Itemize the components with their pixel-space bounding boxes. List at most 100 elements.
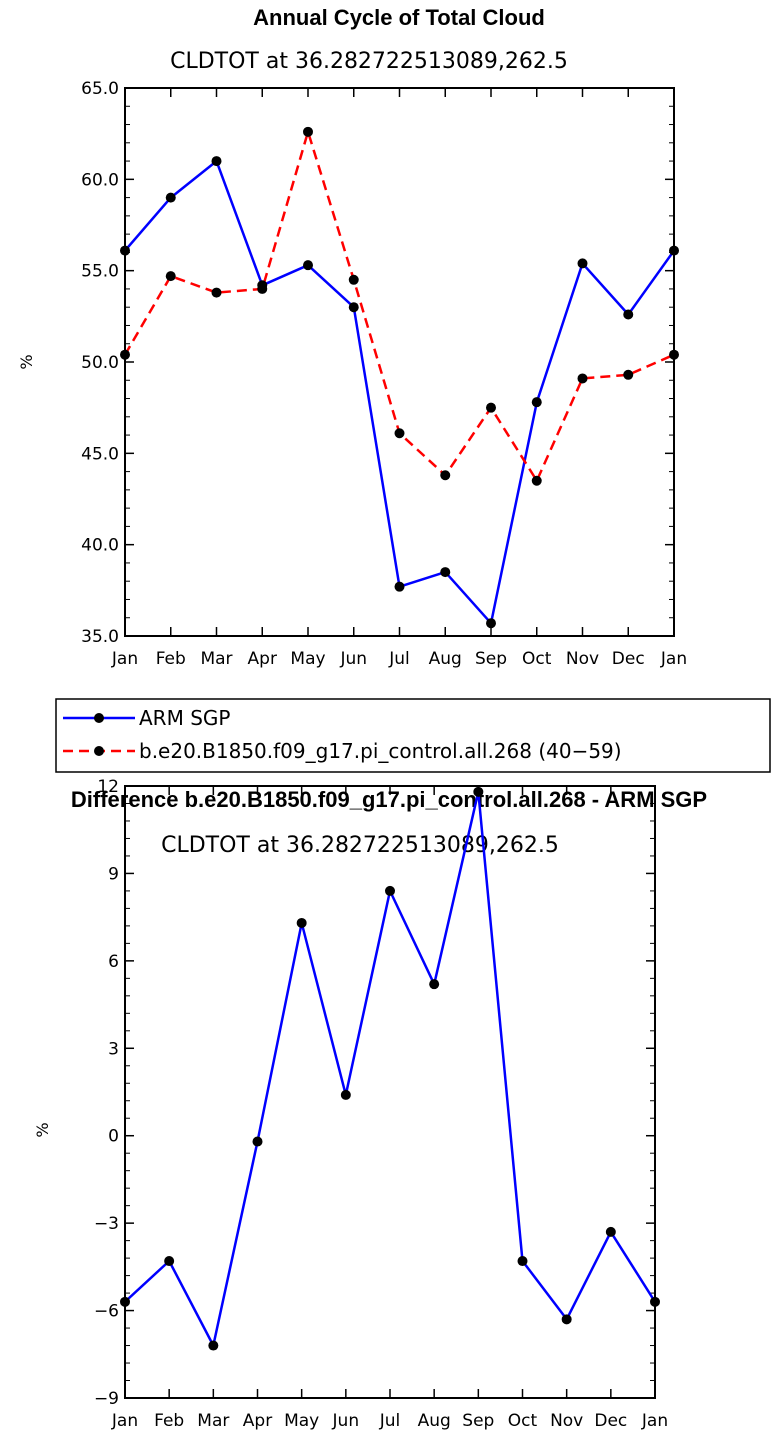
bottom-chart-xtick-label: Jun [332,1411,360,1431]
top-chart-ytick-label: 50.0 [81,353,119,373]
top-chart-series-0-point [623,309,634,320]
bottom-chart-series-0-point [252,1136,263,1147]
bottom-chart-series-0-point [164,1256,175,1267]
top-chart-series-0-point [669,245,679,256]
top-chart-xtick-label: Oct [522,649,552,669]
bottom-chart-xtick-label: Jan [111,1411,138,1431]
top-chart-series-0-point [394,581,405,592]
top-chart-xtick-label: Sep [475,649,507,669]
top-chart-series-1-point [257,283,268,294]
bottom-chart-xtick-label: Nov [550,1411,583,1431]
top-chart-series-1-point [577,373,588,384]
top-chart-series-0-point [120,245,130,256]
legend-marker-model [94,746,104,756]
top-chart-ytick-label: 60.0 [81,170,119,190]
bottom-chart-xtick-label: Apr [243,1411,272,1431]
bottom-chart-ytick-label: 6 [108,952,119,972]
top-chart-series-1-point [623,369,634,380]
bottom-chart-series-0-point [429,979,440,990]
top-chart-series-1-point [348,274,359,285]
bottom-chart-series-0-point [517,1256,528,1267]
top-chart-series-0-point [577,258,588,269]
top-chart-ytick-label: 65.0 [81,79,119,99]
bottom-chart-ytick-label: −6 [94,1302,119,1322]
legend-label-model: b.e20.B1850.f09_g17.pi_control.all.268 (… [139,739,622,763]
bottom-chart-series-0-point [473,786,484,797]
bottom-chart-xtick-label: May [284,1411,319,1431]
legend-label-arm-sgp: ARM SGP [139,706,230,730]
bottom-chart-title: Difference b.e20.B1850.f09_g17.pi_contro… [71,787,707,812]
bottom-chart-ylabel: % [33,1122,52,1137]
bottom-chart-series-0-point [340,1089,351,1100]
top-chart-series-0-point [211,156,222,167]
top-chart-series-0-point [486,618,496,629]
top-chart-series-0-point [303,260,313,271]
top-chart-series-1-point [165,271,176,282]
top-chart-xtick-label: Feb [156,649,186,669]
bottom-chart-ytick-label: −9 [94,1389,119,1409]
bottom-chart-frame [124,785,656,1399]
top-chart-series-1-point [120,349,130,360]
bottom-chart-xtick-label: Mar [197,1411,229,1431]
bottom-chart-xtick-label: Feb [154,1411,184,1431]
top-chart-series-1-point [486,402,496,413]
bottom-chart-xtick-label: Aug [418,1411,451,1431]
bottom-chart-series-0-point [296,917,307,928]
bottom-chart-series-0-point [385,885,395,896]
top-chart-xtick-label: Jun [339,649,367,669]
top-chart-title: Annual Cycle of Total Cloud [253,5,545,30]
top-chart-series-0-point [165,192,176,203]
top-chart-ytick-label: 55.0 [81,262,119,282]
bottom-chart-series-0-point [120,1296,130,1307]
bottom-chart-series-0-point [561,1314,572,1325]
top-chart-xtick-label: Nov [566,649,599,669]
top-chart-series-0-line [124,159,676,625]
bottom-chart-ytick-label: 3 [108,1039,119,1059]
bottom-chart-series-0-point [605,1226,616,1237]
bottom-chart-series-0-point [650,1296,660,1307]
top-chart-plot-area: 35.0 40.0 45.0 50.0 55.0 60.0 65.0 Jan Feb Mar Apr… [81,79,687,669]
top-chart-ytick-label: 40.0 [81,536,119,556]
bottom-chart-xtick-label: Oct [508,1411,538,1431]
top-chart: Annual Cycle of Total Cloud CLDTOT at 36… [17,5,687,669]
bottom-chart-series-0-point [208,1340,219,1351]
top-chart-xtick-label: May [290,649,325,669]
top-chart-series-1-point [669,349,679,360]
bottom-chart-plot-area: −9 −6 −3 0 3 6 9 12 Jan Feb Mar Apr May Jun Jul Aug Sep O… [94,777,668,1431]
top-chart-xtick-label: Jan [660,649,687,669]
top-chart-xtick-label: Mar [200,649,232,669]
top-chart-series-1-point [211,287,222,298]
top-chart-xtick-label: Aug [429,649,462,669]
bottom-chart: Difference b.e20.B1850.f09_g17.pi_contro… [33,777,707,1431]
top-chart-series-1-point [303,126,313,137]
top-chart-xtick-label: Jan [111,649,138,669]
bottom-chart-xtick-label: Sep [462,1411,494,1431]
top-chart-series-0-point [440,567,451,578]
top-chart-series-1-point [440,470,451,481]
top-chart-frame [124,87,675,637]
bottom-chart-subtitle: CLDTOT at 36.282722513089,262.5 [161,833,559,858]
bottom-chart-xtick-label: Dec [594,1411,627,1431]
top-chart-series-0-point [348,302,359,313]
top-chart-series-1-point [531,475,542,486]
legend: ARM SGP b.e20.B1850.f09_g17.pi_control.a… [55,698,771,773]
top-chart-xtick-label: Jul [388,649,410,669]
top-chart-series-0-point [531,397,542,408]
top-chart-ylabel: % [17,354,36,369]
bottom-chart-xtick-label: Jul [379,1411,401,1431]
top-chart-ytick-label: 45.0 [81,444,119,464]
bottom-chart-series-0-line [124,790,657,1347]
legend-marker-arm-sgp [94,713,104,723]
top-chart-ytick-label: 35.0 [81,627,119,647]
top-chart-xtick-label: Apr [248,649,277,669]
top-chart-xtick-label: Dec [612,649,645,669]
top-chart-series-1-point [394,428,405,439]
bottom-chart-ytick-label: 0 [108,1127,119,1147]
legend-box [55,698,771,773]
bottom-chart-xtick-label: Jan [641,1411,668,1431]
top-chart-subtitle: CLDTOT at 36.282722513089,262.5 [170,49,568,74]
bottom-chart-ytick-label: 9 [108,864,119,884]
bottom-chart-ytick-label: 12 [97,777,119,797]
bottom-chart-ytick-label: −3 [94,1214,119,1234]
